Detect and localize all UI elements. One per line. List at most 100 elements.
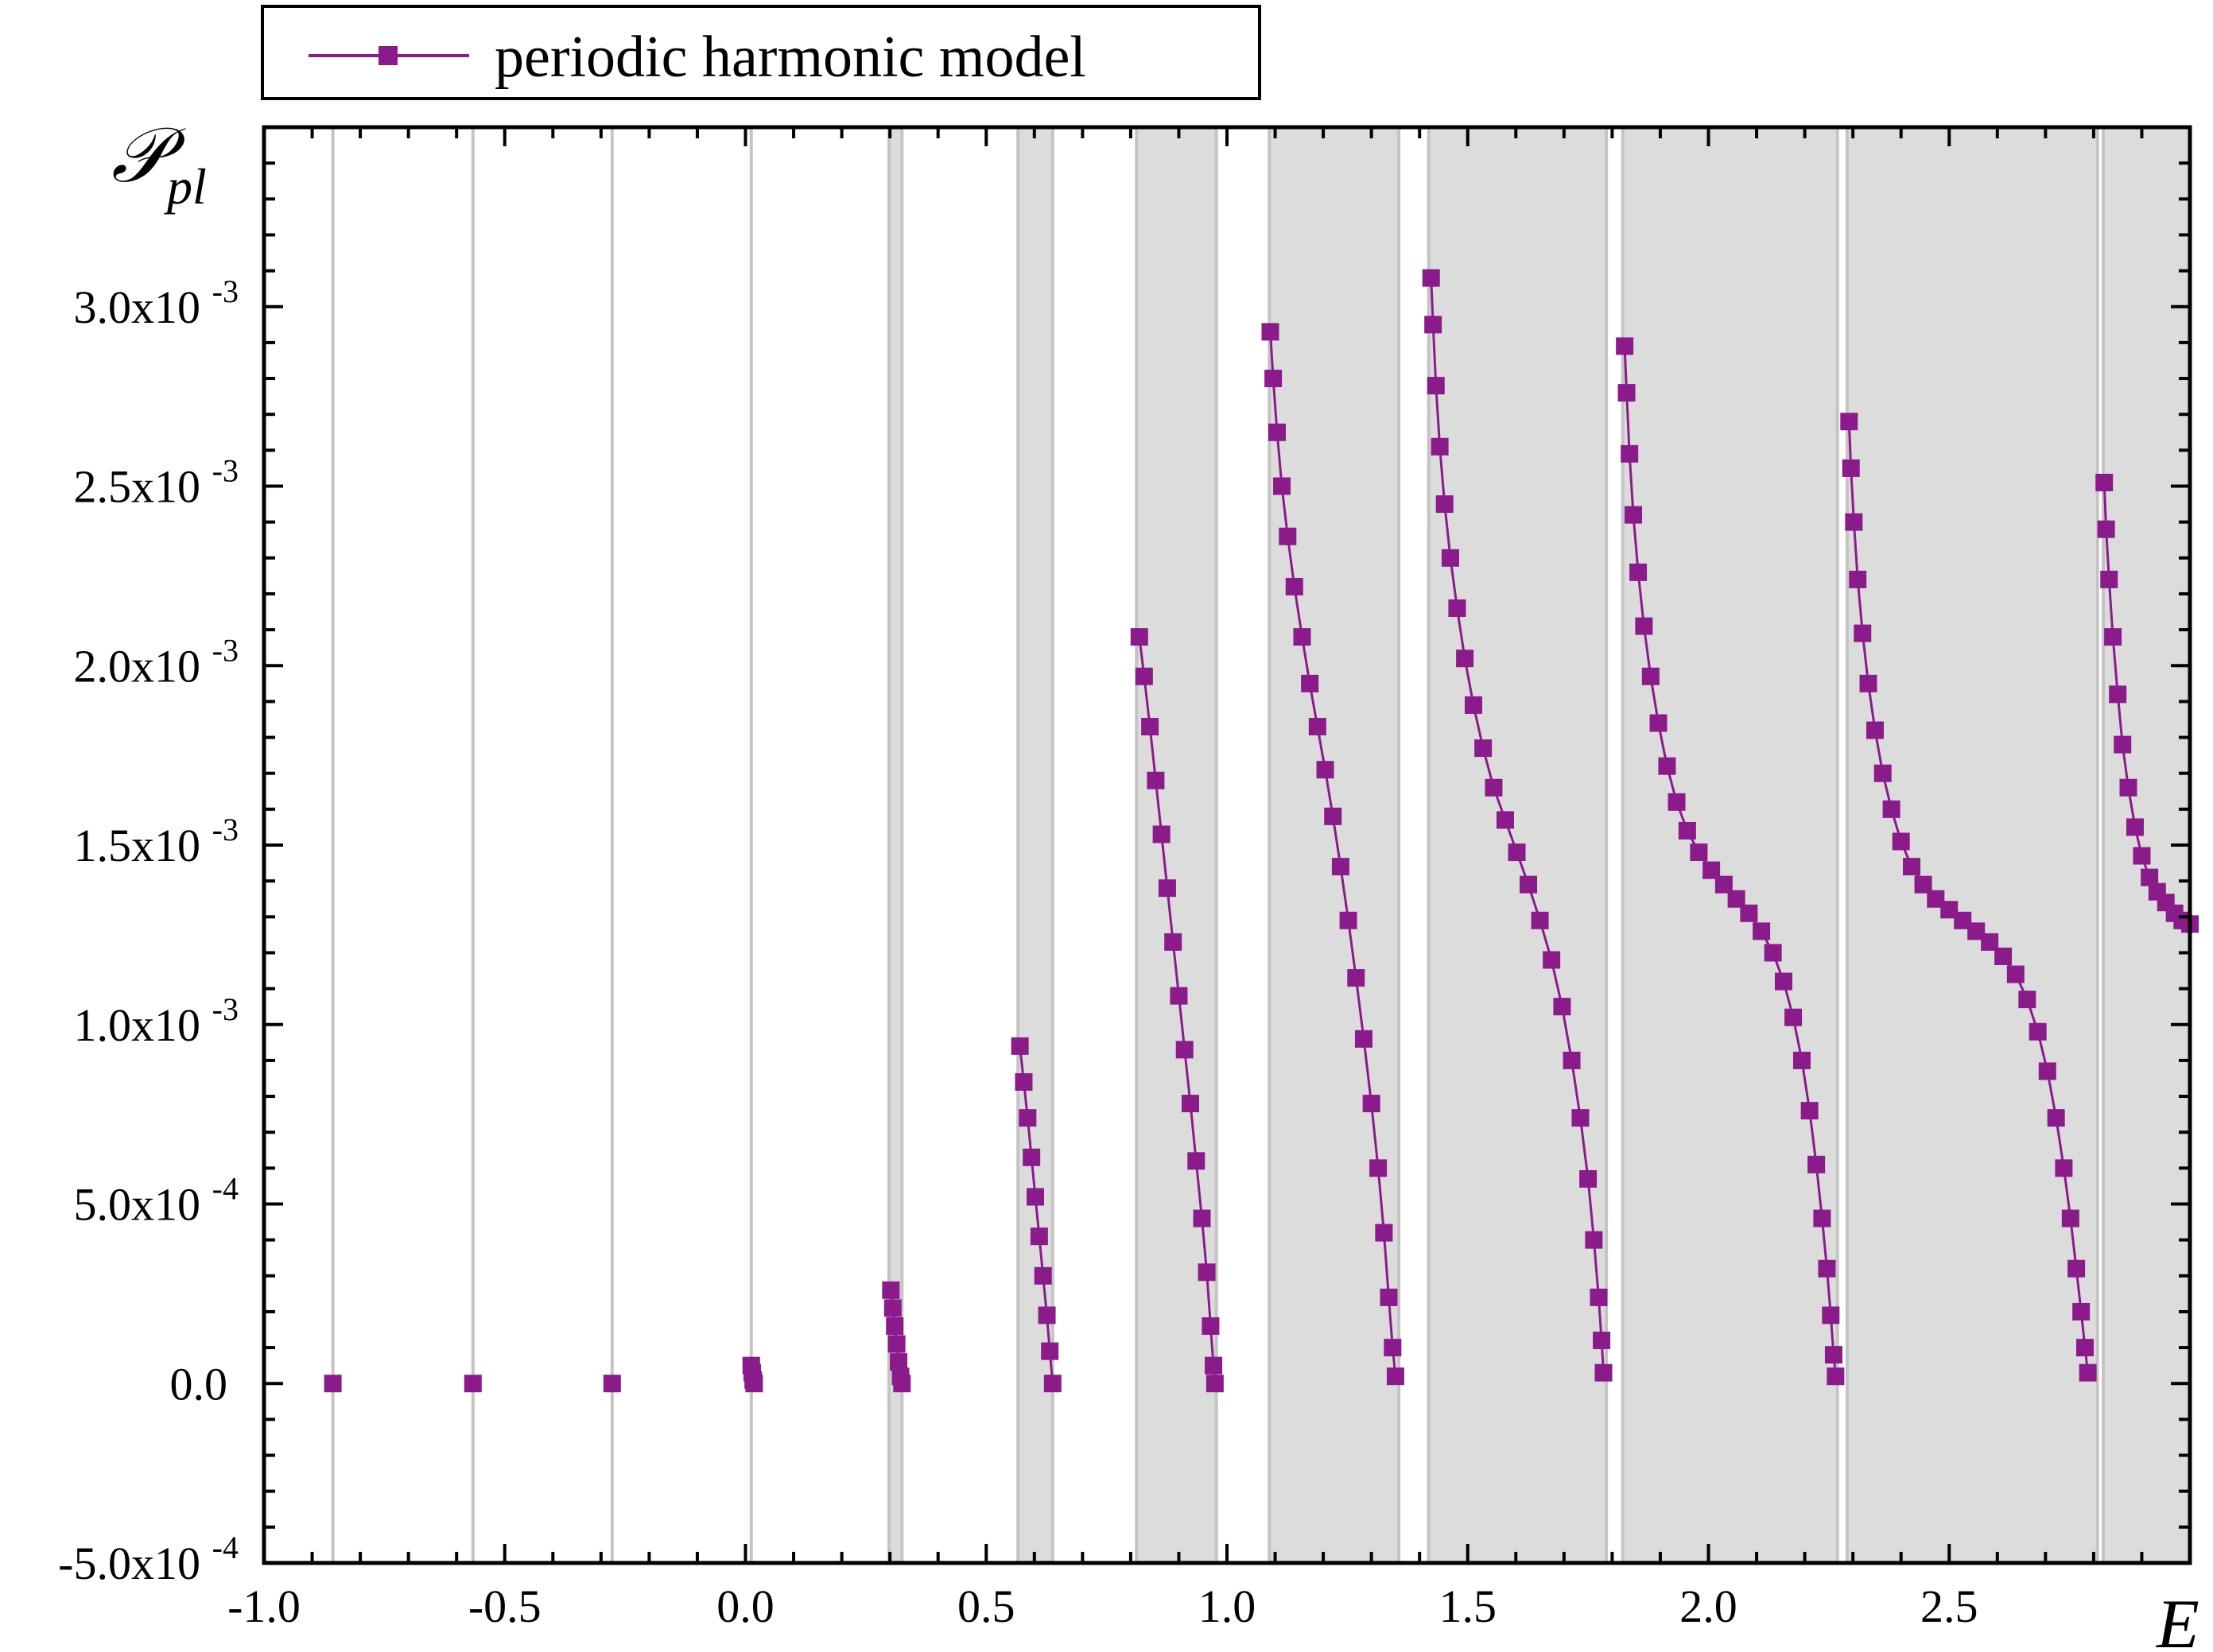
data-point: [1019, 1109, 1037, 1127]
data-point: [1198, 1263, 1216, 1282]
data-point: [1641, 667, 1660, 685]
data-point: [1301, 674, 1319, 692]
data-point: [2141, 868, 2159, 886]
data-point: [2006, 965, 2025, 983]
y-tick-label-exponent: -3: [212, 632, 239, 668]
data-point: [1011, 1037, 1029, 1055]
data-point: [1152, 825, 1171, 843]
data-point: [1308, 718, 1326, 736]
y-tick-label: 1.0x10: [74, 999, 201, 1051]
y-tick-label-exponent: -4: [212, 1530, 239, 1565]
data-point: [1380, 1288, 1398, 1306]
tick-marks: [262, 126, 2192, 1565]
data-point: [1822, 1306, 1840, 1324]
data-point: [1456, 650, 1474, 668]
series-line: [1019, 1045, 1054, 1384]
data-point: [1866, 721, 1885, 739]
y-tick-label: 3.0x10: [74, 281, 201, 333]
data-point: [1616, 337, 1634, 355]
data-point: [2018, 991, 2036, 1009]
data-point: [1849, 570, 1867, 588]
data-point: [1474, 739, 1493, 758]
data-point: [1261, 323, 1279, 341]
data-point: [1187, 1152, 1206, 1170]
data-point: [2047, 1109, 2065, 1127]
legend-marker: [379, 46, 398, 65]
data-point: [1465, 696, 1483, 714]
data-point: [1859, 674, 1877, 692]
data-point: [1774, 972, 1792, 991]
data-point: [1543, 951, 1561, 969]
data-point: [1818, 1259, 1836, 1278]
data-point: [1375, 1223, 1393, 1242]
data-point: [1158, 879, 1176, 898]
y-axis-label: 𝒫 pl: [111, 113, 207, 215]
data-point: [1386, 1367, 1404, 1386]
x-axis-label: E: [2155, 1586, 2199, 1652]
data-point: [1496, 811, 1514, 829]
data-point: [1807, 1155, 1826, 1173]
data-point: [1043, 1375, 1062, 1393]
data-point: [1273, 477, 1291, 495]
data-point: [1038, 1306, 1056, 1324]
data-point: [2079, 1363, 2097, 1382]
y-tick-label: 1.5x10: [74, 820, 201, 871]
data-point: [1800, 1102, 1819, 1120]
band-fill: [1846, 127, 2098, 1563]
data-point: [887, 1335, 906, 1353]
x-tick-label: 1.0: [1198, 1580, 1256, 1632]
data-point: [464, 1375, 482, 1393]
data-point: [1293, 628, 1311, 646]
data-point: [2114, 735, 2132, 754]
data-point: [1015, 1072, 1033, 1091]
y-axis-label-subscript: pl: [164, 158, 207, 215]
data-point: [1914, 875, 1932, 894]
data-point: [1193, 1209, 1211, 1227]
data-point: [2095, 473, 2114, 491]
data-point: [1579, 1169, 1598, 1188]
data-point: [1903, 858, 1921, 876]
data-point: [1678, 821, 1696, 840]
data-point: [2076, 1339, 2095, 1357]
data-point: [1940, 901, 1959, 919]
data-point: [1369, 1159, 1388, 1177]
x-tick-label: 0.5: [957, 1580, 1015, 1632]
data-point: [1845, 513, 1863, 531]
x-tick-label: 2.0: [1679, 1580, 1737, 1632]
data-point: [2126, 818, 2144, 836]
data-point: [1967, 922, 1986, 940]
data-point: [1485, 778, 1503, 797]
data-point: [1784, 1008, 1803, 1026]
data-point: [1764, 944, 1782, 962]
data-point: [1268, 423, 1286, 441]
data-point: [1882, 800, 1900, 818]
data-point: [2055, 1159, 2073, 1177]
data-point: [1827, 1367, 1845, 1386]
data-point: [2072, 1302, 2091, 1320]
data-point: [1594, 1363, 1613, 1382]
data-point: [1590, 1288, 1608, 1306]
data-point: [2029, 1022, 2047, 1041]
y-tick-label-exponent: -3: [212, 453, 239, 489]
tick-labels: -1.0 -0.5 0.0 0.5 1.0 1.5 2.0 2.5 -4 -5.0x10 0.0 -4…: [58, 273, 1978, 1632]
data-point: [1714, 875, 1733, 894]
data-point: [1316, 761, 1334, 779]
x-tick-label: 0.0: [716, 1580, 775, 1632]
data-point: [2038, 1062, 2056, 1080]
data-point: [745, 1375, 763, 1393]
data-point: [1422, 269, 1440, 287]
data-point: [1658, 757, 1676, 775]
data-point: [1531, 911, 1549, 929]
data-point: [2109, 685, 2127, 704]
y-tick-label: 5.0x10: [74, 1179, 201, 1231]
data-point: [1331, 858, 1349, 876]
data-point: [324, 1375, 342, 1393]
data-point: [1147, 771, 1165, 789]
data-point: [2104, 628, 2122, 646]
data-point: [1023, 1148, 1041, 1166]
data-point: [1690, 843, 1708, 862]
data-point: [1448, 599, 1466, 618]
y-tick-label: 0.0: [170, 1358, 228, 1410]
data-point: [1649, 714, 1668, 732]
